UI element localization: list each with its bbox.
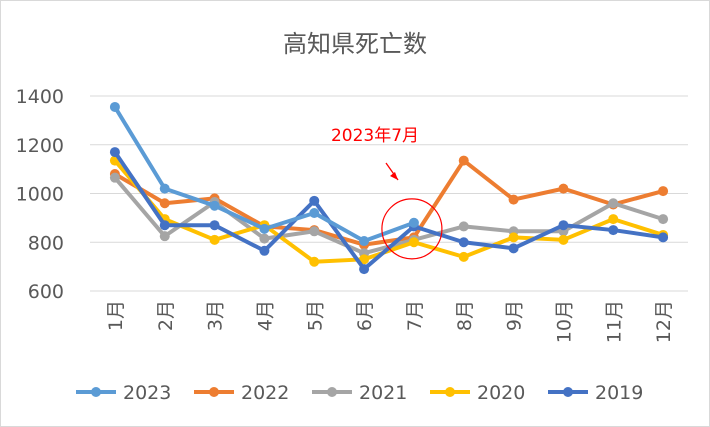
x-tick-label-12: 12月 <box>653 300 675 343</box>
data-point-2020-8 <box>458 251 469 262</box>
data-point-2021-8 <box>458 221 469 232</box>
data-point-2023-4 <box>259 223 270 234</box>
y-tick-label-600: 600 <box>28 281 64 303</box>
y-tick-label-1200: 1200 <box>16 135 64 157</box>
legend-item-2022[interactable]: 2022 <box>194 382 289 404</box>
legend-item-2023[interactable]: 2023 <box>76 382 171 404</box>
data-point-2023-7 <box>408 217 419 228</box>
x-tick-label-4: 4月 <box>254 300 276 331</box>
annotation-circle <box>381 198 443 260</box>
data-point-2019-1 <box>109 147 120 158</box>
legend-label-2023: 2023 <box>123 382 171 404</box>
data-point-2019-10 <box>558 220 569 231</box>
legend-item-2019[interactable]: 2019 <box>548 382 643 404</box>
data-point-2020-9 <box>508 232 519 243</box>
y-axis-tick-labels: 600 800 1000 1200 1400 <box>16 86 64 303</box>
x-tick-label-8: 8月 <box>454 300 476 331</box>
chart-title: 高知県死亡数 <box>283 30 427 58</box>
legend-swatch-marker-2019 <box>563 387 573 397</box>
x-tick-label-9: 9月 <box>504 300 526 331</box>
annotation: 2023年7月 <box>331 126 443 260</box>
data-point-2022-12 <box>658 186 669 197</box>
legend-swatch-marker-2022 <box>209 387 219 397</box>
data-point-2021-5 <box>309 226 320 237</box>
y-tick-label-1000: 1000 <box>16 184 64 206</box>
annotation-arrowhead <box>390 172 398 180</box>
data-point-2019-2 <box>159 220 170 231</box>
x-axis-tick-labels: 1月 2月 3月 4月 5月 6月 7月 8月 9月 10月 11月 12月 <box>105 300 675 343</box>
data-point-2023-5 <box>309 208 320 218</box>
x-tick-label-10: 10月 <box>553 300 575 343</box>
data-point-2021-12 <box>658 214 669 225</box>
legend-label-2021: 2021 <box>359 382 407 404</box>
data-point-2020-5 <box>309 256 320 267</box>
series-2023 <box>109 101 419 247</box>
data-point-2023-3 <box>209 200 220 211</box>
x-tick-label-3: 3月 <box>205 300 227 331</box>
data-point-2019-3 <box>209 220 220 231</box>
legend-item-2020[interactable]: 2020 <box>430 382 525 404</box>
data-point-2023-2 <box>159 183 170 194</box>
legend[interactable]: 2023 2022 2021 2020 2019 <box>76 382 643 404</box>
legend-swatch-marker-2021 <box>327 387 337 397</box>
x-tick-label-2: 2月 <box>155 300 177 331</box>
x-tick-label-1: 1月 <box>105 300 127 331</box>
annotation-label: 2023年7月 <box>331 126 419 146</box>
data-point-2023-6 <box>359 236 370 247</box>
legend-swatch-marker-2023 <box>91 387 101 397</box>
x-tick-label-11: 11月 <box>603 300 625 343</box>
data-point-2021-11 <box>608 198 619 209</box>
data-point-2022-9 <box>508 194 519 205</box>
legend-label-2022: 2022 <box>241 382 289 404</box>
y-tick-label-800: 800 <box>28 232 64 254</box>
legend-label-2020: 2020 <box>477 382 525 404</box>
data-point-2021-4 <box>259 233 270 244</box>
data-point-2019-9 <box>508 243 519 254</box>
x-tick-label-5: 5月 <box>304 300 326 331</box>
data-point-2022-8 <box>458 155 469 166</box>
legend-item-2021[interactable]: 2021 <box>312 382 407 404</box>
data-point-2022-10 <box>558 183 569 194</box>
data-point-2019-4 <box>259 245 270 256</box>
data-point-2020-3 <box>209 234 220 245</box>
data-point-2020-6 <box>359 254 370 265</box>
legend-label-2019: 2019 <box>595 382 643 404</box>
series-line-2020 <box>112 158 666 264</box>
x-tick-label-7: 7月 <box>404 300 426 331</box>
data-point-2020-11 <box>608 214 619 225</box>
series-line-2022 <box>112 158 666 247</box>
y-tick-label-1400: 1400 <box>16 86 64 108</box>
data-point-2019-5 <box>309 195 320 206</box>
data-point-2020-10 <box>558 234 569 245</box>
data-point-2023-1 <box>109 101 120 112</box>
legend-swatch-marker-2020 <box>445 387 455 397</box>
data-point-2019-8 <box>458 237 469 248</box>
data-point-2021-2 <box>159 231 170 242</box>
data-point-2022-2 <box>159 198 170 209</box>
data-point-2021-1 <box>109 172 120 183</box>
data-point-2019-6 <box>359 264 370 275</box>
gridlines <box>90 95 688 292</box>
data-point-2019-12 <box>658 232 669 243</box>
data-point-2020-7 <box>408 237 419 248</box>
x-tick-label-6: 6月 <box>354 300 376 331</box>
data-point-2019-11 <box>608 225 619 236</box>
